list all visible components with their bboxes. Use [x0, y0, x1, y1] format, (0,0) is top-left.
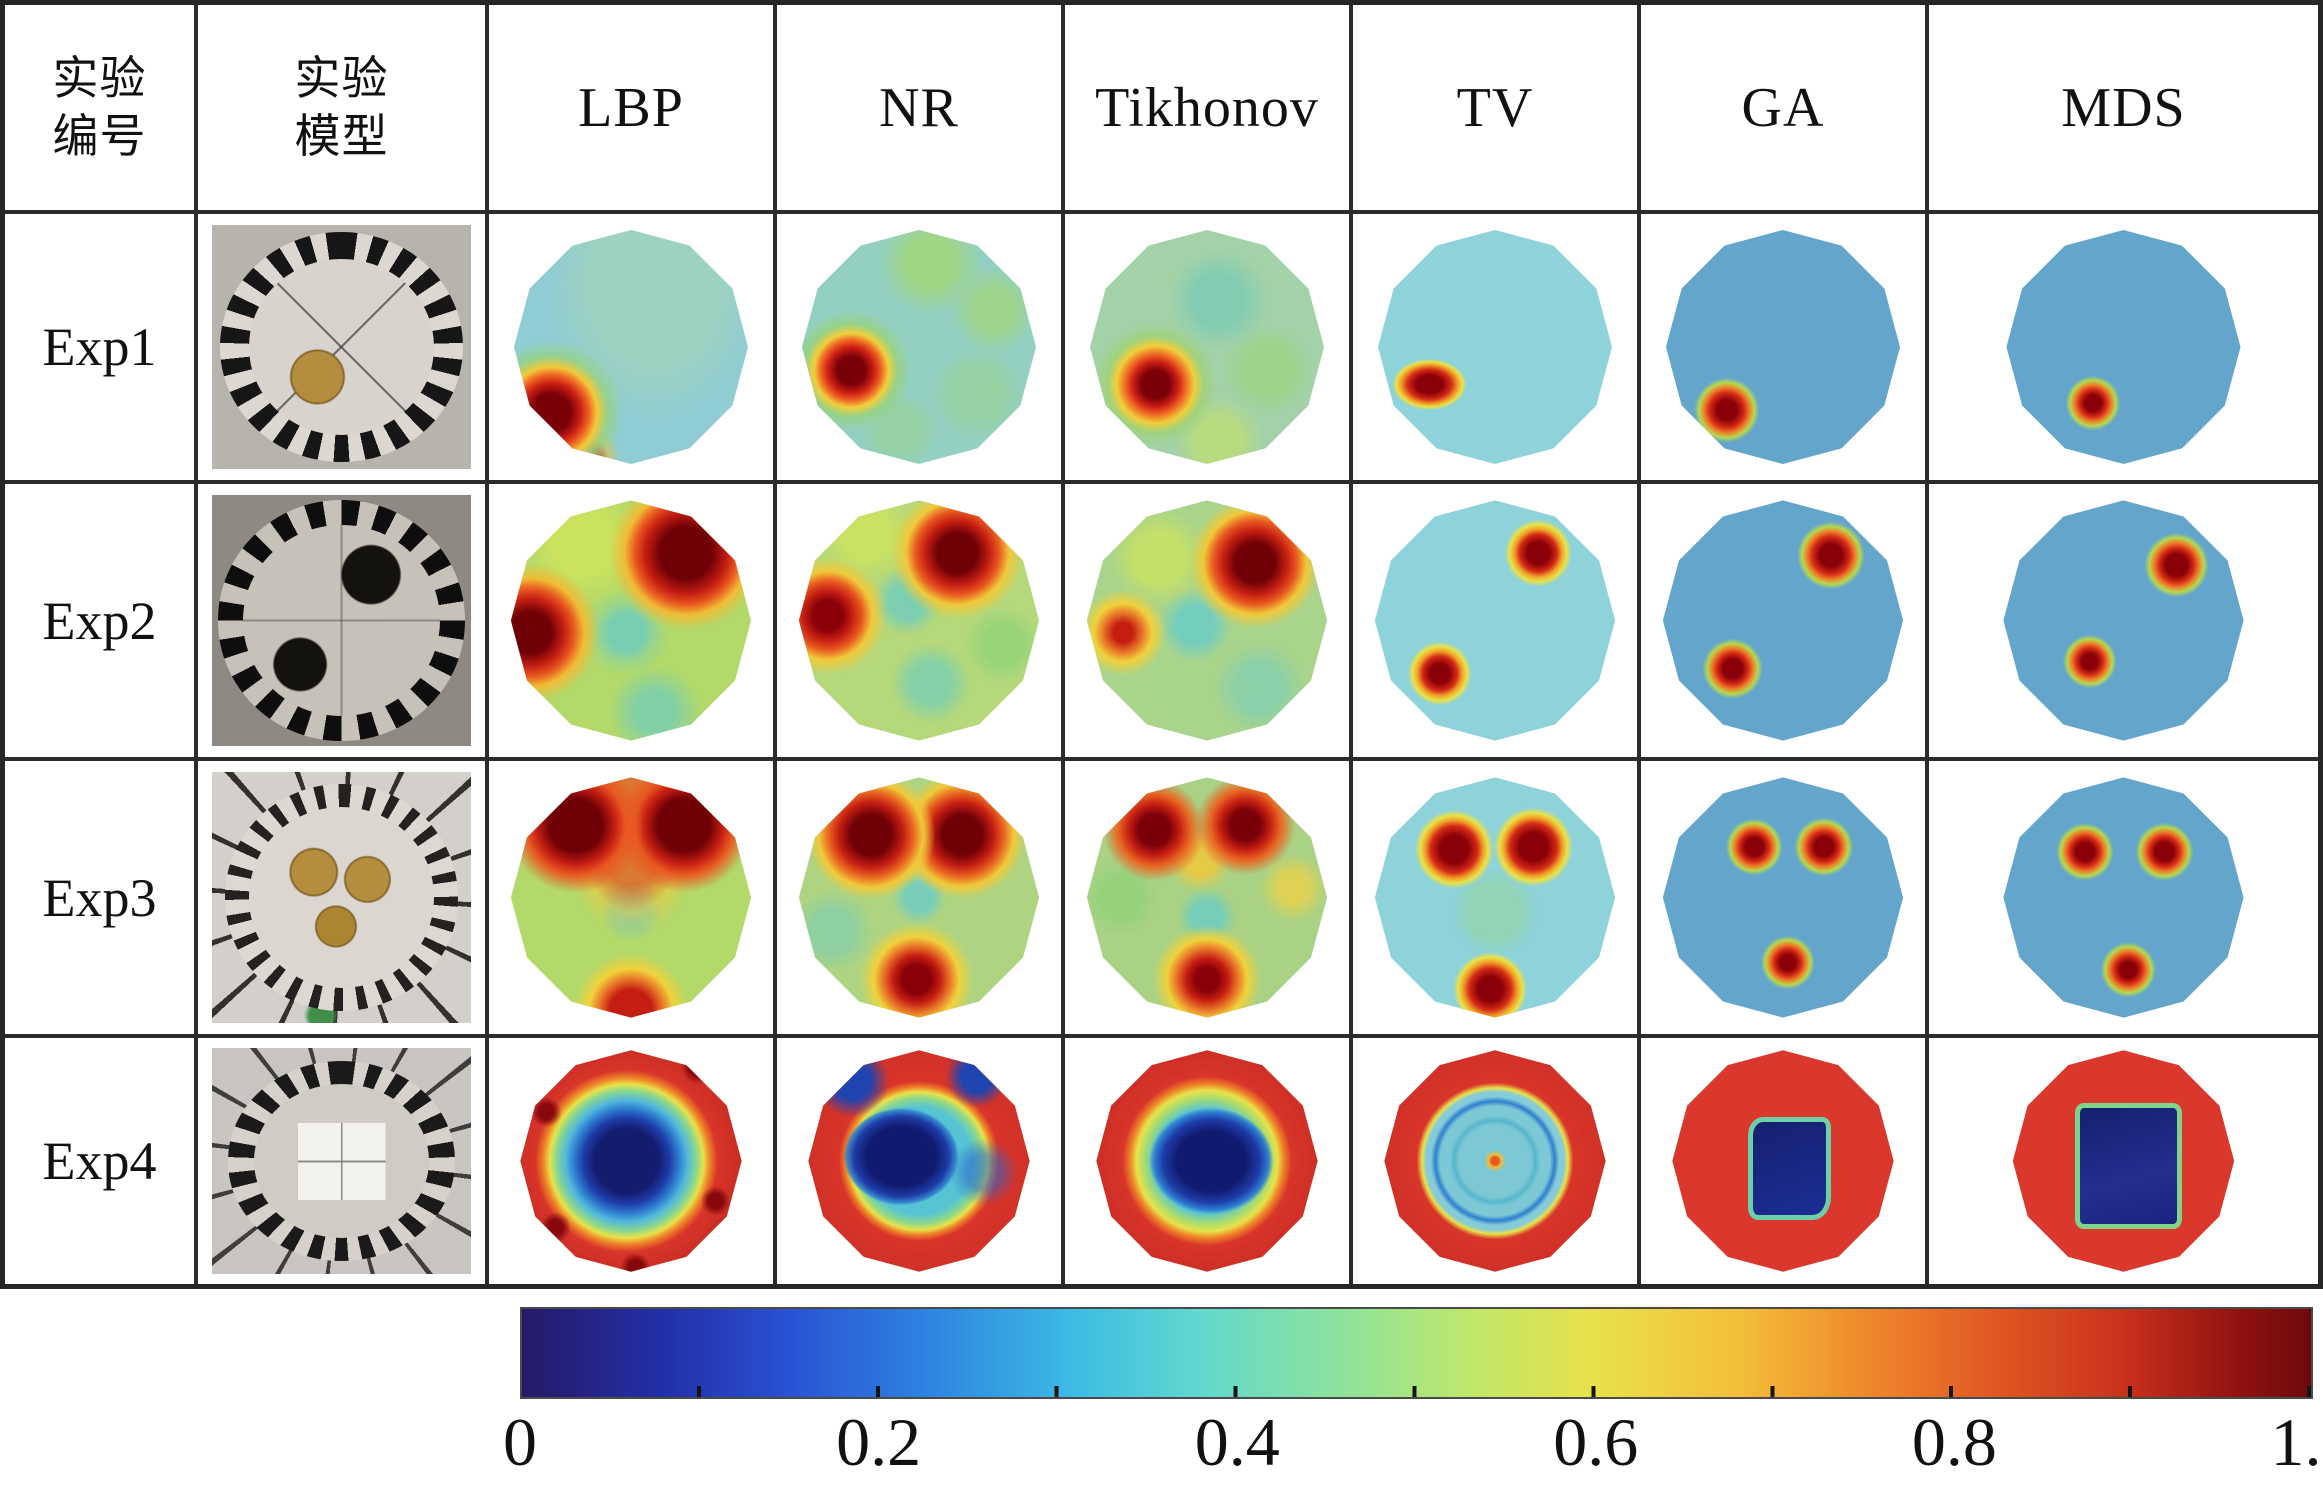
colorbar-tick-label-0-6: 0.6 — [1553, 1404, 1639, 1480]
recon-exp2-tv — [1374, 500, 1616, 741]
recon-exp3-tv — [1374, 777, 1616, 1018]
recon-exp4-lbp — [520, 1050, 742, 1272]
cell-exp3-nr — [777, 761, 1065, 1038]
header-label: 实验 模型 — [294, 53, 389, 162]
recon-exp1-lbp — [513, 229, 749, 465]
recon-exp1-tv — [1377, 229, 1613, 465]
model-photo-exp4 — [212, 1047, 471, 1275]
recon-exp3-nr — [798, 777, 1040, 1018]
header-label: Tikhonov — [1095, 76, 1319, 139]
cell-exp2-tikhonov — [1065, 484, 1353, 761]
cell-exp4-nr — [777, 1038, 1065, 1284]
colorbar-tick-label-1-0: 1.0 — [2270, 1404, 2323, 1480]
cell-exp4-ga — [1641, 1038, 1929, 1284]
recon-exp2-mds — [2003, 500, 2244, 741]
model-photo-exp3 — [212, 771, 471, 1024]
cell-exp3-ga — [1641, 761, 1929, 1038]
recon-exp2-nr — [798, 500, 1040, 741]
header-label: GA — [1741, 76, 1825, 139]
model-photo-cell-exp3 — [198, 761, 489, 1038]
recon-exp4-ga — [1672, 1050, 1894, 1272]
cell-exp3-mds — [1929, 761, 2318, 1038]
header-label: LBP — [578, 76, 684, 139]
recon-exp4-mds — [2012, 1050, 2235, 1272]
header-label: MDS — [2061, 76, 2186, 139]
recon-exp1-tikhonov — [1089, 229, 1325, 465]
recon-exp3-tikhonov — [1086, 777, 1328, 1018]
model-photo-cell-exp1 — [198, 214, 489, 484]
colorbar-tick-label-0-4: 0.4 — [1194, 1404, 1280, 1480]
row-label-exp4: Exp4 — [5, 1038, 198, 1284]
recon-exp1-mds — [2006, 229, 2241, 465]
recon-exp1-nr — [801, 229, 1037, 465]
cell-exp4-mds — [1929, 1038, 2318, 1284]
cell-exp2-ga — [1641, 484, 1929, 761]
header-lbp: LBP — [489, 5, 777, 214]
recon-exp4-tikhonov — [1096, 1050, 1318, 1272]
recon-exp4-nr — [808, 1050, 1030, 1272]
header-mds: MDS — [1929, 5, 2318, 214]
header-exp-number: 实验 编号 — [5, 5, 198, 214]
colorbar-tick-labels: 0 0.2 0.4 0.6 0.8 1.0 — [503, 1399, 2323, 1484]
recon-exp4-tv — [1384, 1050, 1606, 1272]
header-tv: TV — [1353, 5, 1641, 214]
cell-exp3-tv — [1353, 761, 1641, 1038]
row-label-exp2: Exp2 — [5, 484, 198, 761]
cell-exp4-tikhonov — [1065, 1038, 1353, 1284]
cell-exp4-tv — [1353, 1038, 1641, 1284]
recon-exp3-ga — [1662, 777, 1904, 1018]
header-ga: GA — [1641, 5, 1929, 214]
header-exp-model: 实验 模型 — [198, 5, 489, 214]
recon-exp2-ga — [1662, 500, 1904, 741]
model-photo-cell-exp2 — [198, 484, 489, 761]
model-photo-exp2 — [212, 494, 471, 747]
header-label: 实验 编号 — [52, 53, 147, 162]
colorbar-tick-label-0-8: 0.8 — [1911, 1404, 1997, 1480]
model-photo-exp1 — [212, 224, 471, 470]
colorbar-gradient — [520, 1307, 2313, 1399]
cell-exp3-lbp — [489, 761, 777, 1038]
recon-exp3-mds — [2003, 777, 2244, 1018]
cell-exp3-tikhonov — [1065, 761, 1353, 1038]
cell-exp1-lbp — [489, 214, 777, 484]
cell-exp1-tv — [1353, 214, 1641, 484]
cell-exp2-nr — [777, 484, 1065, 761]
colorbar-tick-label-0-2: 0.2 — [836, 1404, 922, 1480]
cell-exp1-tikhonov — [1065, 214, 1353, 484]
cell-exp1-nr — [777, 214, 1065, 484]
recon-exp2-tikhonov — [1086, 500, 1328, 741]
header-label: TV — [1456, 76, 1534, 139]
cell-exp2-lbp — [489, 484, 777, 761]
comparison-table: 实验 编号 实验 模型 LBP NR Tikhonov TV GA MDS Ex… — [0, 0, 2323, 1289]
row-label-exp1: Exp1 — [5, 214, 198, 484]
cell-exp1-mds — [1929, 214, 2318, 484]
header-nr: NR — [777, 5, 1065, 214]
cell-exp2-tv — [1353, 484, 1641, 761]
recon-exp3-lbp — [510, 777, 752, 1018]
header-label: NR — [879, 76, 959, 139]
cell-exp2-mds — [1929, 484, 2318, 761]
row-label-exp3: Exp3 — [5, 761, 198, 1038]
header-tikhonov: Tikhonov — [1065, 5, 1353, 214]
colorbar: 0 0.2 0.4 0.6 0.8 1.0 — [503, 1307, 2323, 1484]
model-photo-cell-exp4 — [198, 1038, 489, 1284]
colorbar-tick-label-0: 0 — [503, 1404, 537, 1480]
recon-exp2-lbp — [510, 500, 752, 741]
recon-exp1-ga — [1665, 229, 1901, 465]
cell-exp4-lbp — [489, 1038, 777, 1284]
cell-exp1-ga — [1641, 214, 1929, 484]
